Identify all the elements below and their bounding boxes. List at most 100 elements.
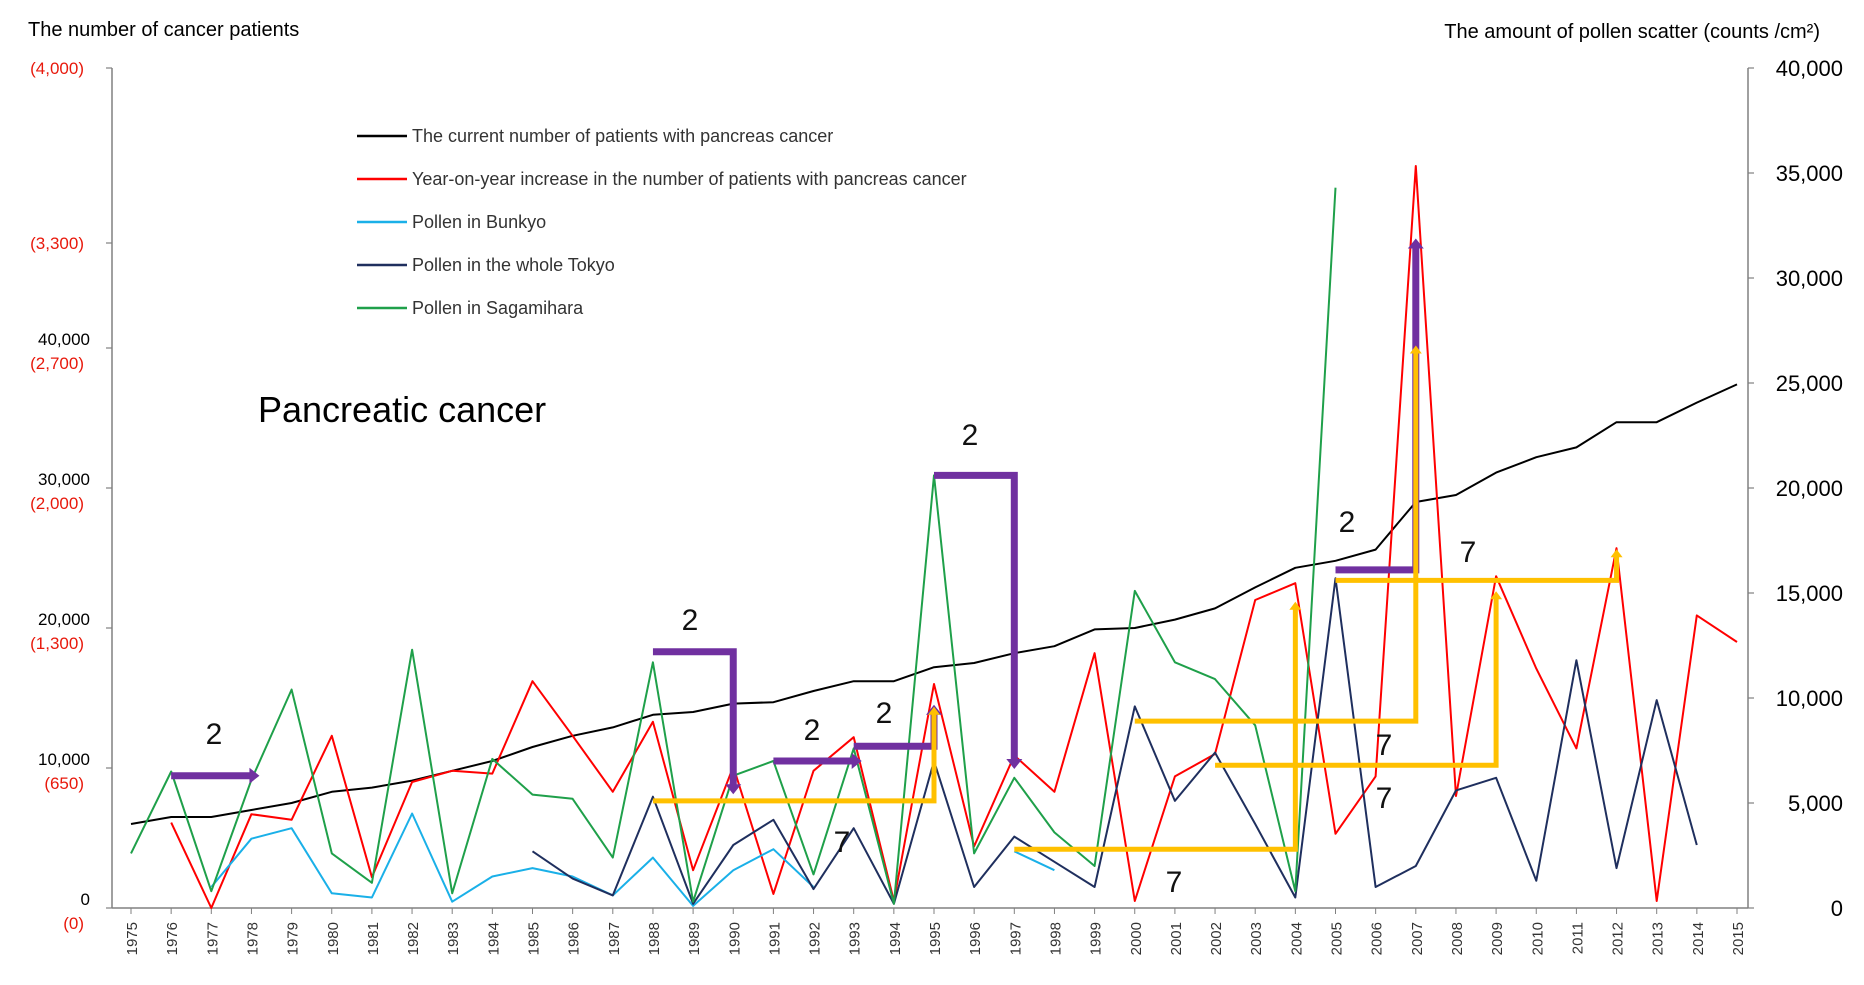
x-tick-label: 1997 <box>1007 922 1024 955</box>
annotation-arrowhead <box>928 706 940 715</box>
left-tick-increase-label: (1,300) <box>30 634 84 653</box>
x-tick-label: 2012 <box>1610 922 1627 955</box>
annotation-bracket <box>652 712 937 804</box>
x-tick-label: 2014 <box>1690 922 1707 955</box>
left-tick-increase-label: (0) <box>63 914 84 933</box>
left-tick-label: 30,000 <box>38 470 90 489</box>
left-tick-label: 0 <box>81 890 90 909</box>
left-tick-increase-label: (4,000) <box>30 59 84 78</box>
legend-label: The current number of patients with panc… <box>412 126 833 146</box>
x-tick-label: 1987 <box>606 922 623 955</box>
annotation-arrowhead <box>1289 601 1302 610</box>
x-tick-label: 2003 <box>1248 922 1265 955</box>
x-tick-label: 1998 <box>1047 922 1064 955</box>
annotation-bracket <box>1215 597 1499 768</box>
left-tick-increase-label: (2,000) <box>30 494 84 513</box>
chart-title: Pancreatic cancer <box>258 389 546 430</box>
right-tick-label: 15,000 <box>1776 581 1843 606</box>
annotation-arrowhead <box>725 784 742 795</box>
annotation-arrowhead <box>1490 591 1503 600</box>
right-tick-label: 35,000 <box>1776 161 1843 186</box>
series-line-2 <box>1013 850 1055 872</box>
x-tick-label: 1994 <box>887 922 904 955</box>
x-tick-label: 2004 <box>1288 922 1305 955</box>
x-tick-label: 2006 <box>1369 922 1386 955</box>
x-tick-label: 2001 <box>1168 922 1185 955</box>
right-axis-title: The amount of pollen scatter (counts /cm… <box>1444 21 1820 43</box>
annotation-arrowhead <box>1409 345 1422 354</box>
annotation-bracket <box>853 712 938 750</box>
annotation-label: 7 <box>1376 729 1393 762</box>
legend-label: Pollen in Sagamihara <box>412 298 584 318</box>
series-line-3 <box>531 577 1698 905</box>
x-tick-label: 1989 <box>686 922 703 955</box>
right-tick-label: 25,000 <box>1776 371 1843 396</box>
annotation-bracket <box>652 648 737 787</box>
x-tick-label: 1992 <box>807 922 824 955</box>
x-tick-label: 1985 <box>526 922 543 955</box>
annotation-label: 7 <box>834 826 851 859</box>
legend-label: Pollen in Bunkyo <box>412 212 546 232</box>
series-line-2 <box>210 812 815 907</box>
annotation-bracket <box>1335 555 1620 583</box>
x-tick-label: 1986 <box>566 922 583 955</box>
left-tick-increase-label: (3,300) <box>30 234 84 253</box>
right-tick-label: 30,000 <box>1776 266 1843 291</box>
annotation-bracket <box>1134 351 1419 724</box>
x-tick-label: 1975 <box>124 922 141 955</box>
x-tick-label: 1977 <box>204 922 221 955</box>
x-tick-label: 2007 <box>1409 922 1426 955</box>
x-tick-label: 1988 <box>646 922 663 955</box>
x-tick-label: 1980 <box>325 922 342 955</box>
annotation-label: 7 <box>1376 782 1393 815</box>
x-tick-label: 2008 <box>1449 922 1466 955</box>
left-tick-label: 40,000 <box>38 330 90 349</box>
x-tick-label: 1981 <box>365 922 382 955</box>
x-tick-label: 1990 <box>726 922 743 955</box>
x-tick-label: 1978 <box>244 922 261 955</box>
x-tick-label: 1999 <box>1088 922 1105 955</box>
right-tick-label: 20,000 <box>1776 476 1843 501</box>
x-tick-label: 2013 <box>1650 922 1667 955</box>
x-tick-label: 2009 <box>1489 922 1506 955</box>
x-tick-label: 2005 <box>1329 922 1346 955</box>
x-tick-label: 1983 <box>445 922 462 955</box>
annotation-label: 2 <box>876 697 893 730</box>
right-tick-label: 0 <box>1831 896 1843 921</box>
x-tick-label: 1995 <box>927 922 944 955</box>
annotation-arrowhead <box>1006 759 1023 769</box>
right-tick-label: 5,000 <box>1788 791 1843 816</box>
annotation-label: 2 <box>804 714 821 747</box>
left-axis-title: The number of cancer patients <box>28 19 299 41</box>
x-tick-label: 1979 <box>285 922 302 955</box>
annotation-label: 7 <box>1166 866 1183 899</box>
annotation-label: 7 <box>1460 536 1477 569</box>
left-tick-increase-label: (2,700) <box>30 354 84 373</box>
annotation-arrowhead <box>1610 549 1623 558</box>
annotation-label: 2 <box>962 419 979 452</box>
legend-label: Pollen in the whole Tokyo <box>412 255 615 275</box>
x-tick-label: 1976 <box>164 922 181 955</box>
x-tick-label: 2000 <box>1128 922 1145 955</box>
annotation-label: 2 <box>206 718 223 751</box>
x-tick-label: 1993 <box>847 922 864 955</box>
left-tick-label: 20,000 <box>38 610 90 629</box>
right-tick-label: 10,000 <box>1776 686 1843 711</box>
annotation-label: 2 <box>682 604 699 637</box>
annotation-arrowhead <box>1407 238 1424 249</box>
annotation-arrowhead <box>249 767 260 784</box>
x-tick-label: 1996 <box>967 922 984 955</box>
legend-label: Year-on-year increase in the number of p… <box>412 169 967 189</box>
right-tick-label: 40,000 <box>1776 56 1843 81</box>
x-tick-label: 2015 <box>1730 922 1747 955</box>
annotation-bracket <box>1014 607 1298 852</box>
annotation-bracket <box>934 471 1018 761</box>
x-tick-label: 1982 <box>405 922 422 955</box>
x-tick-label: 1984 <box>485 922 502 955</box>
annotation-arrowhead <box>851 753 862 769</box>
annotation-label: 2 <box>1339 506 1356 539</box>
series-line-1 <box>170 165 1738 909</box>
left-tick-label: 10,000 <box>38 750 90 769</box>
